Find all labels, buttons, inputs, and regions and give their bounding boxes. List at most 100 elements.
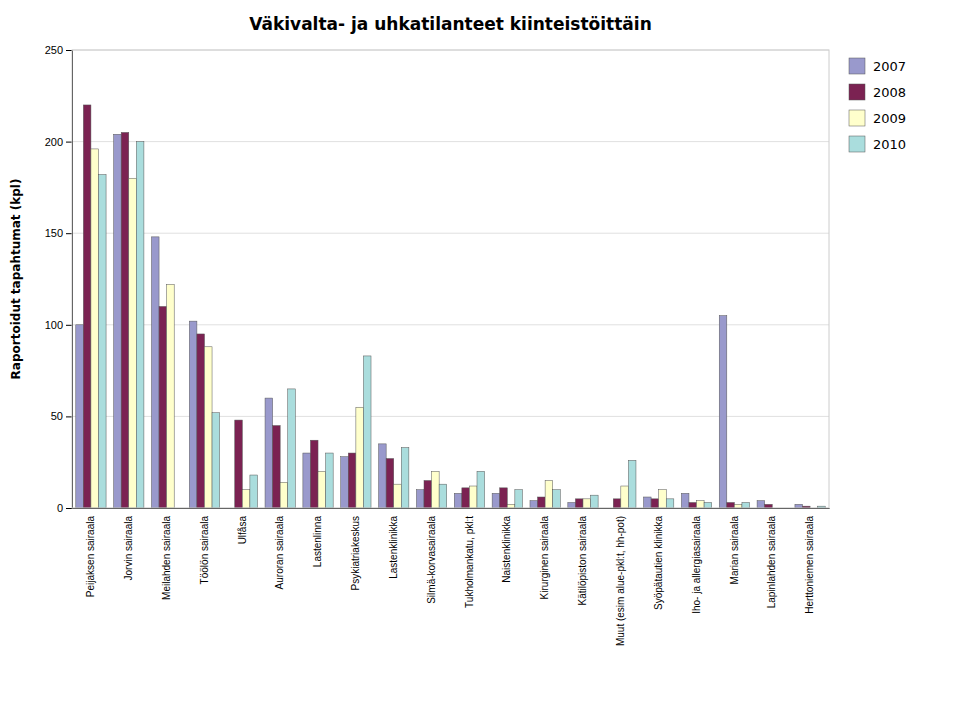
bar <box>242 490 250 508</box>
x-tick: Kirurginen sairaala <box>539 516 550 600</box>
x-tick-label: Auroran sairaala <box>274 516 285 590</box>
bar <box>401 448 409 508</box>
bar <box>356 407 364 508</box>
grid-line <box>72 233 829 234</box>
bar <box>704 503 712 508</box>
bar <box>235 420 243 508</box>
bar <box>583 499 591 508</box>
bar <box>462 488 470 508</box>
bar <box>568 503 576 508</box>
y-tick-label: 50 <box>51 410 63 422</box>
y-axis: 050100150200250 <box>45 44 73 514</box>
x-tick-label: Silmä-korvasairaala <box>426 516 437 604</box>
y-tick-line <box>66 50 72 51</box>
bars <box>76 105 825 508</box>
bar <box>136 142 144 508</box>
x-tick: Meilahden sairaala <box>161 516 172 600</box>
legend-swatch <box>849 84 865 100</box>
bar <box>689 503 697 508</box>
y-tick: 100 <box>45 319 72 331</box>
x-tick: Silmä-korvasairaala <box>426 516 437 604</box>
x-tick-label: Syöpätautien klinikka <box>653 516 664 610</box>
y-tick: 200 <box>45 136 72 148</box>
bar <box>303 453 311 508</box>
bar <box>469 486 477 508</box>
legend-swatch <box>849 58 865 74</box>
bar <box>212 413 220 508</box>
bar <box>98 175 106 508</box>
bar <box>83 105 91 508</box>
bar <box>439 484 447 508</box>
x-tick: Peijaksen sairaala <box>85 516 96 598</box>
y-axis-line <box>66 51 73 509</box>
bar <box>795 504 803 508</box>
x-tick: Töölön sairaala <box>199 516 210 585</box>
y-tick: 150 <box>45 227 72 239</box>
legend-item: 2008 <box>849 84 906 100</box>
y-tick-label: 150 <box>45 227 63 239</box>
x-tick: Marian sairaala <box>729 516 740 585</box>
bar <box>129 178 137 508</box>
x-tick-label: Peijaksen sairaala <box>85 516 96 598</box>
x-axis-line <box>73 508 830 509</box>
bar <box>280 482 288 508</box>
bar <box>780 508 788 509</box>
x-axis: Peijaksen sairaala Jorvin sairaala Meilahd… <box>73 509 830 647</box>
x-tick-label: Naistenklinikka <box>501 516 512 583</box>
bar <box>644 497 652 508</box>
bar <box>507 504 515 508</box>
x-tick: Iho- ja allergiasairaala <box>691 516 702 614</box>
bar <box>159 306 167 508</box>
bar <box>606 508 614 509</box>
grid-line <box>72 324 829 325</box>
bar <box>591 495 599 508</box>
plot: 050100150200250Peijaksen sairaalaJorvin … <box>45 44 830 646</box>
x-tick-label: Marian sairaala <box>729 516 740 585</box>
bar <box>628 460 636 508</box>
grid-line <box>72 141 829 142</box>
x-tick-label: Iho- ja allergiasairaala <box>691 516 702 614</box>
bar-series <box>83 105 810 508</box>
bar <box>197 334 205 508</box>
chart-svg: 050100150200250Peijaksen sairaalaJorvin … <box>0 0 959 708</box>
bar <box>492 493 500 508</box>
x-tick: Lapinlahden sairaala <box>766 516 777 609</box>
bar <box>151 237 159 508</box>
legend-label: 2008 <box>873 85 906 100</box>
bar <box>379 444 387 508</box>
x-tick-label: Psykiatriakeskus <box>350 516 361 590</box>
legend-label: 2007 <box>873 59 906 74</box>
x-tick: Jorvin sairaala <box>123 516 134 581</box>
x-tick-label: Lapinlahden sairaala <box>766 516 777 609</box>
y-tick-label: 100 <box>45 319 63 331</box>
legend-label: 2009 <box>873 111 906 126</box>
bar <box>477 471 485 508</box>
bar-series <box>91 149 742 508</box>
x-tick: Muut (esim alue-pkl:t, hh-pot) <box>615 516 626 646</box>
legend-label: 2010 <box>873 137 906 152</box>
y-tick: 50 <box>51 410 72 422</box>
x-tick: Ulfåsa <box>237 516 248 545</box>
bar <box>651 499 659 508</box>
x-tick-label: Lastenklinikka <box>388 516 399 579</box>
x-tick: Lastenklinikka <box>388 516 399 579</box>
x-tick: Kätilöpiston sairaala <box>577 516 588 606</box>
x-tick: Tukholmankatu, pkl:t <box>464 516 475 608</box>
legend-item: 2010 <box>849 136 906 152</box>
bar <box>167 284 175 508</box>
bar <box>659 490 667 508</box>
bar <box>772 508 780 509</box>
bar <box>742 503 750 508</box>
grid <box>72 50 829 508</box>
y-axis-title: Raportoidut tapahtumat (kpl) <box>9 179 23 380</box>
x-tick-label: Kätilöpiston sairaala <box>577 516 588 606</box>
plot-frame <box>72 50 829 508</box>
legend-swatch <box>849 110 865 126</box>
bar <box>326 453 334 508</box>
bar <box>424 481 432 508</box>
x-tick: Syöpätautien klinikka <box>653 516 664 610</box>
bar <box>288 389 296 508</box>
bar <box>727 503 735 508</box>
bar <box>174 508 182 509</box>
y-tick-label: 250 <box>45 44 63 56</box>
